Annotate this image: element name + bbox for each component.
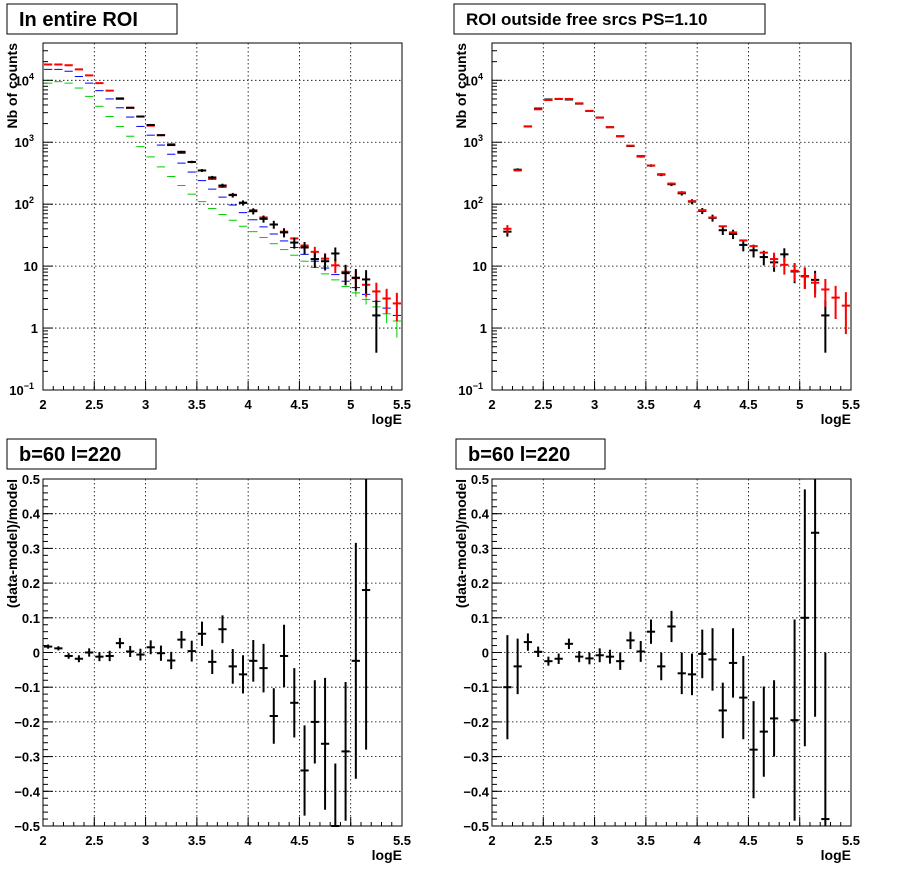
y-axis-title: Nb of counts bbox=[4, 43, 20, 129]
chart-title: b=60 l=220 bbox=[19, 444, 121, 466]
chart-title-box bbox=[6, 438, 157, 470]
chart-title-box bbox=[453, 3, 766, 35]
x-tick-label: 5.5 bbox=[842, 397, 860, 412]
y-tick-label: 103 bbox=[464, 133, 483, 150]
y-tick-label: −0.1 bbox=[14, 680, 40, 695]
x-tick-label: 2.5 bbox=[534, 833, 552, 848]
chart-panel-p2: 2 2.5 3 3.5 4 4.5 5 5.5 10−1 1 10 102 103 104 logE Nb o… bbox=[453, 3, 860, 427]
chart-title-box bbox=[455, 438, 606, 470]
x-tick-label: 2 bbox=[488, 397, 495, 412]
x-tick-label: 4.5 bbox=[739, 833, 757, 848]
y-tick-label: 1 bbox=[31, 321, 38, 336]
x-tick-label: 3 bbox=[591, 833, 598, 848]
x-tick-label: 2 bbox=[39, 397, 46, 412]
y-tick-label: −0.4 bbox=[463, 784, 489, 799]
y-tick-label: 0 bbox=[482, 646, 489, 661]
chart-title: In entire ROI bbox=[19, 9, 138, 31]
chart-panel-p4: 2 2.5 3 3.5 4 4.5 5 5.5 −0.5 −0.4 −0.3 −0.2 −0.1 0 0.1… bbox=[453, 438, 860, 863]
x-tick-label: 5 bbox=[347, 833, 354, 848]
x-tick-label: 4 bbox=[694, 397, 702, 412]
x-tick-label: 3 bbox=[591, 397, 598, 412]
series-data bbox=[115, 97, 381, 353]
x-axis-title: logE bbox=[821, 411, 851, 427]
y-tick-label: 103 bbox=[15, 133, 34, 150]
y-tick-label: 0.3 bbox=[22, 541, 40, 556]
x-tick-label: 3 bbox=[142, 833, 149, 848]
series-data bbox=[503, 479, 830, 826]
y-tick-label: 10−1 bbox=[9, 381, 34, 398]
x-tick-label: 5 bbox=[796, 397, 803, 412]
y-tick-label: 0.5 bbox=[22, 472, 40, 487]
y-tick-label: 10 bbox=[24, 259, 38, 274]
x-axis-title: logE bbox=[372, 411, 402, 427]
x-tick-label: 3 bbox=[142, 397, 149, 412]
y-tick-label: 0.3 bbox=[471, 541, 489, 556]
x-tick-label: 2.5 bbox=[85, 397, 103, 412]
y-tick-label: 0.1 bbox=[471, 611, 489, 626]
x-tick-label: 4.5 bbox=[290, 833, 308, 848]
x-tick-label: 2 bbox=[488, 833, 495, 848]
x-tick-label: 5.5 bbox=[393, 833, 411, 848]
series-model_green bbox=[44, 81, 401, 338]
x-axis-title: logE bbox=[821, 847, 851, 863]
x-tick-label: 4 bbox=[245, 833, 253, 848]
y-tick-label: 0.4 bbox=[471, 507, 490, 522]
y-tick-label: 104 bbox=[464, 71, 483, 88]
x-tick-label: 5.5 bbox=[393, 397, 411, 412]
y-tick-label: −0.5 bbox=[463, 819, 489, 834]
y-tick-label: 0.5 bbox=[471, 472, 489, 487]
y-axis-title: (data-model)/model bbox=[453, 479, 469, 608]
y-tick-label: 1 bbox=[480, 321, 487, 336]
y-tick-label: −0.3 bbox=[463, 750, 489, 765]
x-tick-label: 4.5 bbox=[290, 397, 308, 412]
x-axis-title: logE bbox=[372, 847, 402, 863]
y-tick-label: −0.2 bbox=[14, 715, 40, 730]
x-tick-label: 5 bbox=[347, 397, 354, 412]
x-tick-label: 4 bbox=[245, 397, 253, 412]
chart-title: ROI outside free srcs PS=1.10 bbox=[466, 10, 707, 29]
chart-panel-p1: 2 2.5 3 3.5 4 4.5 5 5.5 10−1 1 10 102 103 104 logE Nb o… bbox=[4, 3, 411, 427]
x-tick-label: 3.5 bbox=[637, 833, 655, 848]
chart-title: b=60 l=220 bbox=[468, 444, 570, 466]
chart-panel-p3: 2 2.5 3 3.5 4 4.5 5 5.5 −0.5 −0.4 −0.3 −0.2 −0.1 0 0.1… bbox=[4, 438, 411, 863]
y-axis-title: Nb of counts bbox=[453, 43, 469, 129]
x-tick-label: 4.5 bbox=[739, 397, 757, 412]
x-tick-label: 3.5 bbox=[188, 397, 206, 412]
y-tick-label: 0.2 bbox=[22, 576, 40, 591]
y-tick-label: 102 bbox=[464, 195, 483, 212]
x-tick-label: 5.5 bbox=[842, 833, 860, 848]
chart-title-box bbox=[6, 3, 178, 35]
plot-frame bbox=[42, 42, 403, 391]
x-tick-label: 3.5 bbox=[188, 833, 206, 848]
x-tick-label: 2 bbox=[39, 833, 46, 848]
y-axis-title: (data-model)/model bbox=[4, 479, 20, 608]
y-tick-label: 10 bbox=[473, 259, 487, 274]
x-tick-label: 3.5 bbox=[637, 397, 655, 412]
y-tick-label: −0.5 bbox=[14, 819, 40, 834]
y-tick-label: −0.3 bbox=[14, 750, 40, 765]
plot-frame bbox=[491, 42, 852, 391]
x-tick-label: 4 bbox=[694, 833, 702, 848]
y-tick-label: 0.2 bbox=[471, 576, 489, 591]
y-tick-label: −0.4 bbox=[14, 784, 40, 799]
series-data bbox=[44, 479, 371, 827]
series-model_total bbox=[44, 63, 401, 322]
x-tick-label: 2.5 bbox=[85, 833, 103, 848]
x-tick-label: 5 bbox=[796, 833, 803, 848]
x-tick-label: 2.5 bbox=[534, 397, 552, 412]
y-tick-label: 102 bbox=[15, 195, 34, 212]
series-data bbox=[503, 97, 830, 353]
y-tick-label: 10−1 bbox=[458, 381, 483, 398]
y-tick-label: 0 bbox=[33, 646, 40, 661]
y-tick-label: 0.1 bbox=[22, 611, 40, 626]
y-tick-label: 0.4 bbox=[22, 507, 41, 522]
series-model_total bbox=[503, 97, 850, 335]
y-tick-label: −0.2 bbox=[463, 715, 489, 730]
y-tick-label: 104 bbox=[15, 71, 34, 88]
y-tick-label: −0.1 bbox=[463, 680, 489, 695]
